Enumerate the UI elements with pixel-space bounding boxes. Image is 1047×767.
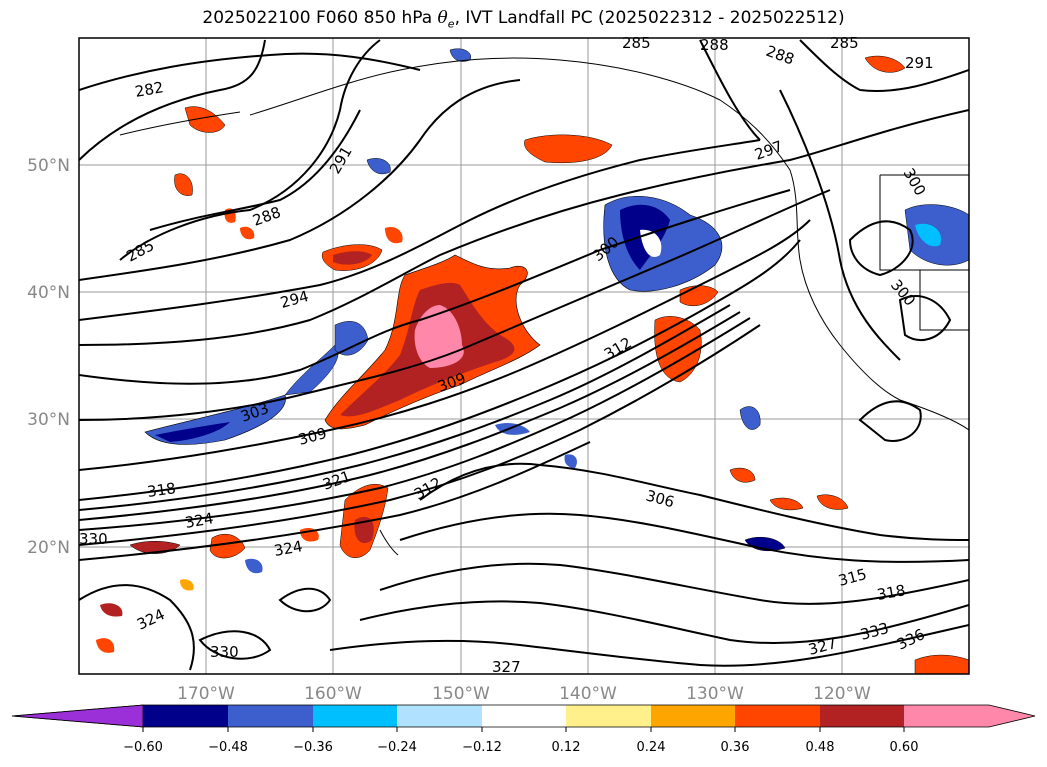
contour-label: 318 [876,581,907,604]
lat-label-20n: 20°N [27,538,70,558]
plot-title: 2025022100 F060 850 hPa θe, IVT Landfall… [202,8,845,31]
coastlines [119,57,969,556]
contour-label: 285 [830,34,859,52]
colorbar-tick: 0.12 [552,740,581,755]
contour-label: 330 [210,643,239,661]
colorbar-extend-high [904,705,1035,727]
positive-anomaly-fills [96,55,969,674]
colorbar-segment [651,705,735,727]
colorbar-tick: 0.60 [890,740,919,755]
map-frame [78,37,970,675]
colorbar-segment [482,705,566,727]
colorbar-segment [228,705,313,727]
colorbar-tick: −0.24 [377,740,417,755]
colorbar-tick: 0.36 [721,740,750,755]
colorbar-segment [735,705,820,727]
colorbar-segment [566,705,651,727]
colorbar-tick: −0.36 [293,740,333,755]
colorbar-tick: −0.12 [462,740,502,755]
theta-symbol: θ [437,8,448,28]
contour-label: 324 [273,537,304,560]
theta-e-contours [79,39,969,671]
contour-label: 318 [146,479,177,501]
lon-label-150w: 150°W [432,684,490,704]
map-content [79,38,969,674]
lon-label-170w: 170°W [177,684,235,704]
colorbar-segment [143,705,228,727]
lat-label-50n: 50°N [27,156,70,176]
lon-label-160w: 160°W [304,684,362,704]
colorbar-extend-low [11,704,144,728]
colorbar-tick: 0.24 [637,740,666,755]
colorbar-tick: −0.48 [208,740,248,755]
lat-label-40n: 40°N [27,283,70,303]
lon-label-120w: 120°W [813,684,871,704]
colorbar-tick: 0.48 [806,740,835,755]
contour-label: 327 [492,658,521,676]
lon-label-130w: 130°W [686,684,744,704]
colorbar: −0.60 −0.48 −0.36 −0.24 −0.12 0.12 0.24 … [11,704,1036,755]
contour-label: 288 [700,36,729,54]
contour-label: 330 [79,530,108,548]
colorbar-segment [820,705,904,727]
colorbar-segment [397,705,482,727]
contour-label: 324 [184,509,215,532]
contour-label: 285 [622,34,651,52]
lon-label-140w: 140°W [559,684,617,704]
contour-label: 282 [134,78,165,101]
lat-label-30n: 30°N [27,410,70,430]
colorbar-segment [313,705,397,727]
colorbar-tick: −0.60 [123,740,163,755]
map-area [79,38,969,674]
contour-label: 291 [905,54,934,72]
